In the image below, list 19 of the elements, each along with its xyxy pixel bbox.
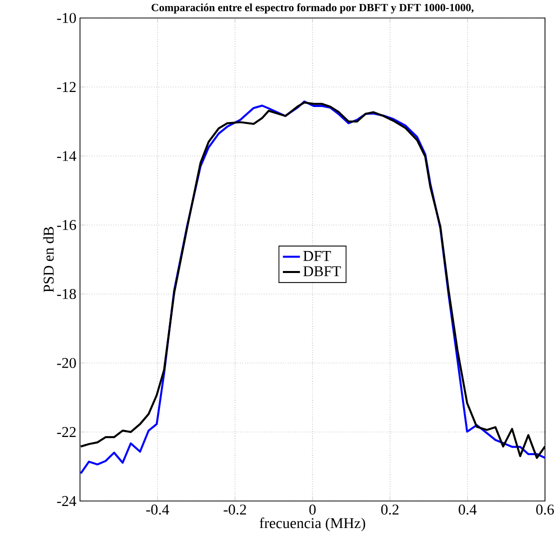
chart-title: Comparación entre el espectro formado por DBFT y DFT 1000-1000, [152,3,474,14]
y-tick-label: -12 [57,82,76,92]
y-tick-label: -20 [57,358,76,368]
y-tick-label: -14 [57,151,76,161]
y-tick-label: -16 [57,220,76,230]
y-tick-label: -22 [57,427,76,437]
legend-label: DFT [303,251,331,261]
x-tick-label: -0.4 [146,504,170,515]
y-tick-label: -10 [57,12,76,24]
x-tick-label: 0.4 [458,504,477,515]
legend-label: DBFT [303,266,341,276]
y-tick-label: -24 [57,496,76,506]
y-axis-title: PSD en dB [43,227,54,292]
x-tick-label: 0 [309,504,316,515]
y-tick-label: -18 [57,288,76,300]
x-axis-title: frecuencia (MHz) [260,518,366,532]
x-tick-label: 0.2 [381,504,399,515]
x-tick-label: -0.2 [224,504,246,515]
x-tick-label: 0.6 [536,504,554,515]
